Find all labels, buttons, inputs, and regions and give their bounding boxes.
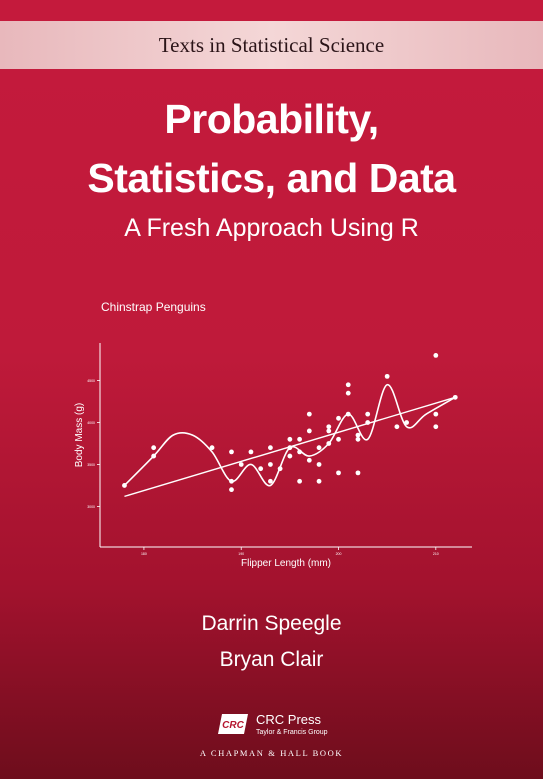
data-point bbox=[287, 436, 293, 442]
data-point bbox=[345, 382, 351, 388]
data-point bbox=[336, 470, 341, 476]
data-point bbox=[345, 411, 351, 417]
data-point bbox=[229, 449, 234, 455]
publisher-group: Taylor & Francis Group bbox=[256, 729, 328, 736]
y-tick-label: 4500 bbox=[87, 379, 95, 383]
book-title-line-1: Probability, bbox=[164, 96, 379, 142]
data-point bbox=[365, 420, 371, 425]
data-point bbox=[355, 436, 361, 442]
data-point bbox=[316, 445, 322, 451]
data-point bbox=[122, 483, 127, 488]
data-point bbox=[404, 420, 410, 425]
data-point bbox=[248, 449, 254, 455]
data-point bbox=[268, 478, 273, 484]
x-tick-label: 180 bbox=[141, 552, 147, 556]
scatter-plot: Chinstrap Penguins 180 190 200 210 3000 3500… bbox=[74, 300, 472, 569]
author-1: Darrin Speegle bbox=[201, 612, 342, 635]
data-point bbox=[268, 462, 273, 467]
imprint-line: A CHAPMAN & HALL BOOK bbox=[199, 748, 344, 758]
data-point bbox=[336, 436, 341, 442]
book-title-line-2: Statistics, and Data bbox=[87, 155, 456, 201]
data-point bbox=[326, 428, 332, 434]
data-point bbox=[345, 390, 351, 396]
data-point bbox=[433, 411, 439, 417]
data-point bbox=[394, 424, 400, 430]
data-point bbox=[433, 352, 439, 358]
data-point bbox=[297, 478, 302, 484]
data-point bbox=[229, 487, 234, 493]
data-point bbox=[384, 373, 390, 379]
y-tick-label: 4000 bbox=[87, 421, 95, 425]
crc-logo-text: CRC bbox=[222, 720, 244, 731]
data-point bbox=[306, 428, 312, 434]
data-point bbox=[355, 470, 361, 476]
publisher-block: CRC CRC Press Taylor & Francis Group bbox=[218, 706, 348, 746]
book-subtitle: A Fresh Approach Using R bbox=[124, 214, 419, 242]
data-point bbox=[209, 445, 215, 451]
data-point bbox=[277, 466, 283, 472]
data-point bbox=[151, 453, 157, 459]
author-2: Bryan Clair bbox=[219, 648, 324, 671]
data-point bbox=[238, 462, 244, 467]
crc-press-logo: CRC bbox=[218, 714, 248, 734]
y-axis-label: Body Mass (g) bbox=[74, 403, 85, 467]
y-tick-label: 3000 bbox=[87, 505, 95, 509]
data-point bbox=[229, 478, 234, 484]
data-point bbox=[268, 445, 273, 451]
series-title: Texts in Statistical Science bbox=[158, 32, 385, 57]
data-point bbox=[326, 424, 332, 430]
data-point bbox=[297, 449, 302, 455]
smooth-curve bbox=[123, 383, 456, 487]
data-point bbox=[287, 445, 293, 451]
data-point bbox=[365, 411, 371, 417]
chart-title: Chinstrap Penguins bbox=[101, 300, 206, 314]
x-tick-label: 210 bbox=[433, 552, 439, 556]
data-point bbox=[336, 415, 341, 421]
data-point bbox=[452, 394, 458, 400]
data-point bbox=[326, 441, 332, 446]
data-point bbox=[316, 478, 322, 484]
x-tick-label: 190 bbox=[238, 552, 244, 556]
x-axis-label: Flipper Length (mm) bbox=[241, 558, 331, 569]
data-point bbox=[287, 453, 293, 459]
data-point bbox=[433, 424, 439, 430]
data-point bbox=[355, 432, 361, 438]
data-point bbox=[306, 457, 312, 463]
x-tick-label: 200 bbox=[336, 552, 342, 556]
publisher-name: CRC Press bbox=[256, 712, 322, 727]
data-point bbox=[306, 411, 312, 417]
y-tick-label: 3500 bbox=[87, 463, 95, 467]
data-point bbox=[151, 445, 157, 451]
series-band: Texts in Statistical Science bbox=[0, 21, 543, 69]
data-point bbox=[258, 466, 264, 472]
data-point bbox=[297, 436, 302, 442]
data-point bbox=[316, 462, 322, 467]
